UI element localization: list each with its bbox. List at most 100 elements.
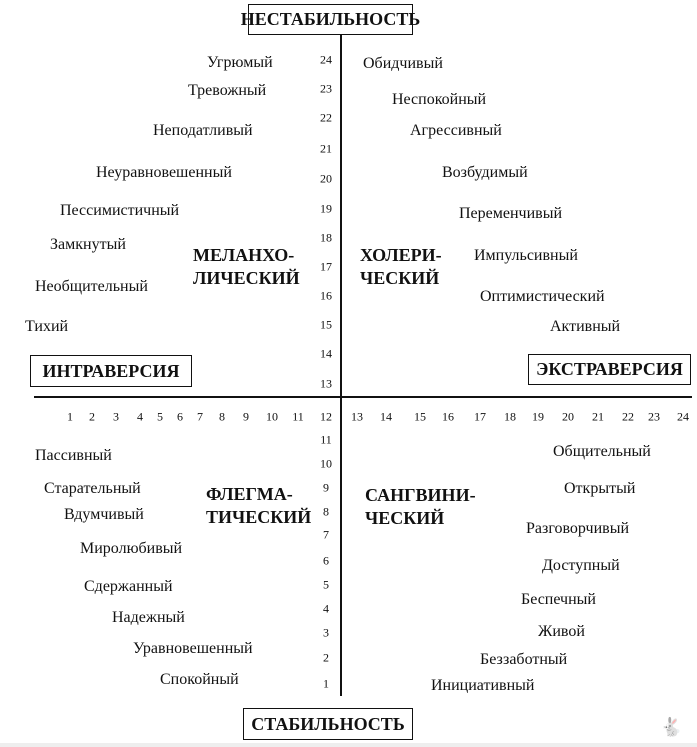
axis-label-bottom: СТАБИЛЬНОСТЬ (243, 708, 413, 740)
axis-label-right: ЭКСТРАВЕРСИЯ (528, 354, 691, 385)
scale-tick-label: 16 (442, 409, 454, 424)
quadrant-label-line: ЛИЧЕСКИЙ (193, 268, 300, 288)
axis-label-left: ИНТРАВЕРСИЯ (30, 355, 192, 387)
scale-tick-label: 9 (243, 409, 249, 424)
trait-label: Обидчивый (363, 55, 443, 72)
scale-tick-label: 8 (323, 504, 329, 519)
stability-axis (340, 34, 342, 696)
trait-label: Инициативный (431, 677, 535, 694)
scale-tick-label: 24 (677, 409, 689, 424)
quadrant-label-line: ХОЛЕРИ- (360, 245, 442, 265)
trait-label: Вдумчивый (64, 506, 144, 523)
quadrant-sanguine: САНГВИНИ- ЧЕСКИЙ (365, 484, 476, 530)
scale-tick-label: 13 (351, 409, 363, 424)
trait-label: Возбудимый (442, 164, 528, 181)
trait-label: Тревожный (188, 82, 267, 99)
scale-tick-label: 23 (648, 409, 660, 424)
trait-label: Пассивный (35, 447, 112, 464)
quadrant-label-line: ТИЧЕСКИЙ (206, 507, 312, 527)
scale-tick-label: 24 (320, 52, 332, 67)
scale-tick-label: 13 (320, 376, 332, 391)
trait-label: Спокойный (160, 671, 239, 688)
scale-tick-label: 16 (320, 288, 332, 303)
trait-label: Старательный (44, 480, 141, 497)
scale-tick-label: 10 (266, 409, 278, 424)
trait-label: Беспечный (521, 591, 596, 608)
extraversion-axis (34, 396, 692, 398)
scale-tick-label: 11 (320, 432, 332, 447)
scale-tick-label: 8 (219, 409, 225, 424)
scale-tick-label: 2 (89, 409, 95, 424)
scale-tick-label: 1 (323, 676, 329, 691)
trait-label: Оптимистический (480, 288, 605, 305)
scale-tick-label: 14 (380, 409, 392, 424)
scale-tick-label: 17 (320, 259, 332, 274)
scale-tick-label: 22 (320, 110, 332, 125)
trait-label: Угрюмый (207, 54, 273, 71)
trait-label: Пессимистичный (60, 202, 180, 219)
scale-tick-label: 18 (504, 409, 516, 424)
scale-tick-label: 20 (320, 171, 332, 186)
quadrant-melancholic: МЕЛАНХО- ЛИЧЕСКИЙ (193, 244, 300, 290)
scale-tick-label: 4 (137, 409, 143, 424)
scale-tick-label: 3 (323, 625, 329, 640)
scale-tick-label: 2 (323, 650, 329, 665)
scale-tick-label: 18 (320, 230, 332, 245)
scale-tick-label: 10 (320, 456, 332, 471)
scale-tick-label: 14 (320, 346, 332, 361)
quadrant-label-line: ЧЕСКИЙ (365, 508, 445, 528)
scale-tick-label: 9 (323, 480, 329, 495)
trait-label: Замкнутый (50, 236, 126, 253)
trait-label: Неспокойный (392, 91, 487, 108)
trait-label: Импульсивный (474, 247, 578, 264)
trait-label: Необщительный (35, 278, 148, 295)
scale-tick-label: 6 (323, 553, 329, 568)
scale-tick-label: 5 (323, 577, 329, 592)
trait-label: Неуравновешенный (96, 164, 232, 181)
quadrant-label-line: ФЛЕГМА- (206, 484, 293, 504)
trait-label: Уравновешенный (133, 640, 253, 657)
scale-tick-label: 1 (67, 409, 73, 424)
trait-label: Открытый (564, 480, 636, 497)
trait-label: Неподатливый (153, 122, 253, 139)
scale-tick-label: 19 (532, 409, 544, 424)
trait-label: Тихий (25, 318, 69, 335)
scale-tick-label: 21 (592, 409, 604, 424)
quadrant-phlegmatic: ФЛЕГМА- ТИЧЕСКИЙ (206, 483, 311, 529)
quadrant-label-line: САНГВИНИ- (365, 485, 476, 505)
trait-label: Сдержанный (84, 578, 173, 595)
trait-label: Переменчивый (459, 205, 563, 222)
scale-tick-label: 5 (157, 409, 163, 424)
scale-tick-label: 7 (197, 409, 203, 424)
trait-label: Надежный (112, 609, 185, 626)
scale-tick-label: 22 (622, 409, 634, 424)
trait-label: Доступный (542, 557, 620, 574)
bottom-edge (0, 743, 697, 747)
scale-tick-label: 12 (320, 409, 332, 424)
trait-label: Миролюбивый (80, 540, 183, 557)
axis-label-top: НЕСТАБИЛЬНОСТЬ (241, 4, 420, 35)
scale-tick-label: 19 (320, 201, 332, 216)
scale-tick-label: 3 (113, 409, 119, 424)
scale-tick-label: 4 (323, 601, 329, 616)
scale-tick-label: 15 (320, 317, 332, 332)
scale-tick-label: 15 (414, 409, 426, 424)
trait-label: Общительный (553, 443, 651, 460)
scale-tick-label: 11 (292, 409, 304, 424)
trait-label: Активный (550, 318, 621, 335)
quadrant-choleric: ХОЛЕРИ- ЧЕСКИЙ (360, 244, 442, 290)
trait-label: Беззаботный (480, 651, 568, 668)
quadrant-label-line: МЕЛАНХО- (193, 245, 295, 265)
trait-label: Живой (538, 623, 585, 640)
scale-tick-label: 23 (320, 81, 332, 96)
scale-tick-label: 7 (323, 527, 329, 542)
trait-label: Агрессивный (410, 122, 502, 139)
scale-tick-label: 6 (177, 409, 183, 424)
scale-tick-label: 17 (474, 409, 486, 424)
scale-tick-label: 21 (320, 141, 332, 156)
quadrant-label-line: ЧЕСКИЙ (360, 268, 440, 288)
rabbit-icon: 🐇 (660, 717, 683, 737)
trait-label: Разговорчивый (526, 520, 630, 537)
scale-tick-label: 20 (562, 409, 574, 424)
